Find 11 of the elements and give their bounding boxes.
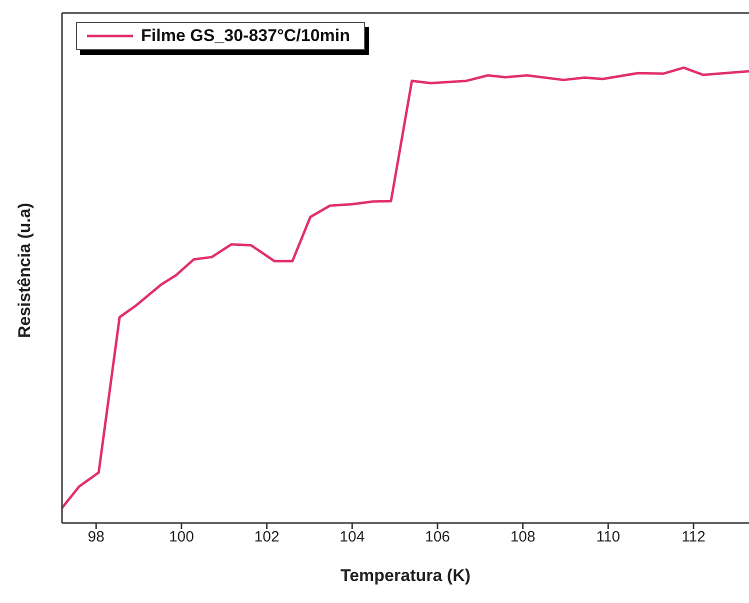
x-tick-label: 102 bbox=[254, 528, 280, 546]
x-tick-label: 104 bbox=[340, 528, 365, 546]
x-tick-label: 108 bbox=[510, 528, 536, 546]
x-tick-label: 100 bbox=[168, 528, 194, 546]
x-tick-label: 106 bbox=[424, 528, 450, 546]
x-tick-label: 98 bbox=[88, 528, 104, 546]
x-axis-title: Temperatura (K) bbox=[340, 566, 471, 585]
legend-label: Filme GS_30-837°C/10min bbox=[141, 26, 350, 46]
y-axis-title: Resistência (u.a) bbox=[15, 202, 34, 338]
x-tick-label: 110 bbox=[596, 528, 620, 546]
x-tick-label: 112 bbox=[682, 528, 706, 546]
